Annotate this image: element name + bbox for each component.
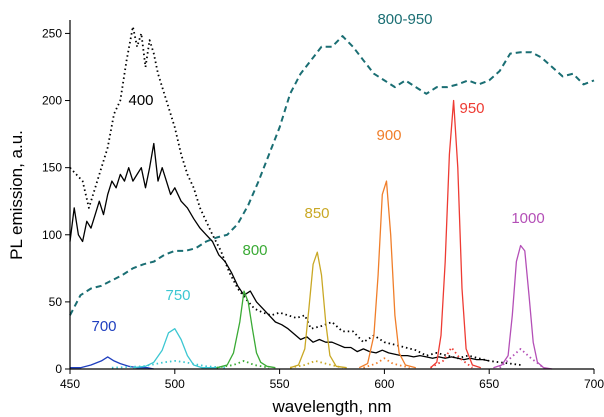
series-label-800: 800 — [242, 242, 267, 259]
x-tick-label: 500 — [165, 377, 185, 391]
series-line-unlabeled-11 — [363, 357, 410, 369]
x-tick-label: 600 — [374, 377, 394, 391]
y-tick-label: 150 — [42, 161, 62, 175]
series-line-900 — [358, 180, 416, 369]
series-label-1000: 1000 — [511, 210, 544, 227]
y-tick-label: 250 — [42, 26, 62, 40]
series-layer: 400 800-950 700 750 800 850 900 950 1000 — [69, 11, 595, 370]
series-label-900: 900 — [376, 127, 401, 144]
ticks-layer: 450 500 550 600 650 700 0 50 100 150 200 250 — [42, 26, 604, 391]
series-label-850: 850 — [304, 205, 329, 222]
series-line-700 — [70, 356, 154, 370]
y-axis-title: PL emission, a.u. — [7, 130, 26, 260]
series-line-950 — [430, 99, 481, 369]
x-tick-label: 700 — [584, 377, 604, 391]
x-axis-title: wavelength, nm — [271, 397, 391, 416]
series-line-400 — [69, 25, 521, 366]
x-tick-label: 650 — [479, 377, 499, 391]
series-label-750: 750 — [165, 287, 190, 304]
axes-layer — [69, 20, 594, 370]
series-line-unlabeled-13 — [430, 346, 473, 369]
series-line-unlabeled-15 — [499, 348, 545, 369]
series-line-unlabeled-1 — [69, 142, 490, 362]
series-label-700: 700 — [91, 318, 116, 335]
y-tick-label: 200 — [42, 94, 62, 108]
series-line-unlabeled-9 — [289, 360, 343, 369]
labels-layer: wavelength, nm PL emission, a.u. — [7, 130, 392, 416]
x-tick-label: 450 — [60, 377, 80, 391]
series-label-400: 400 — [128, 92, 153, 109]
y-tick-label: 50 — [49, 295, 63, 309]
series-line-750 — [132, 328, 217, 369]
series-label-950: 950 — [459, 100, 484, 117]
series-line-unlabeled-7 — [216, 360, 270, 369]
series-label-800-950: 800-950 — [377, 11, 432, 28]
series-line-850 — [289, 251, 347, 369]
series-line-1000 — [493, 244, 553, 370]
y-tick-label: 0 — [55, 362, 62, 376]
series-line-unlabeled-5 — [111, 360, 228, 369]
x-tick-label: 550 — [270, 377, 290, 391]
series-line-800 — [216, 290, 276, 369]
y-tick-label: 100 — [42, 228, 62, 242]
